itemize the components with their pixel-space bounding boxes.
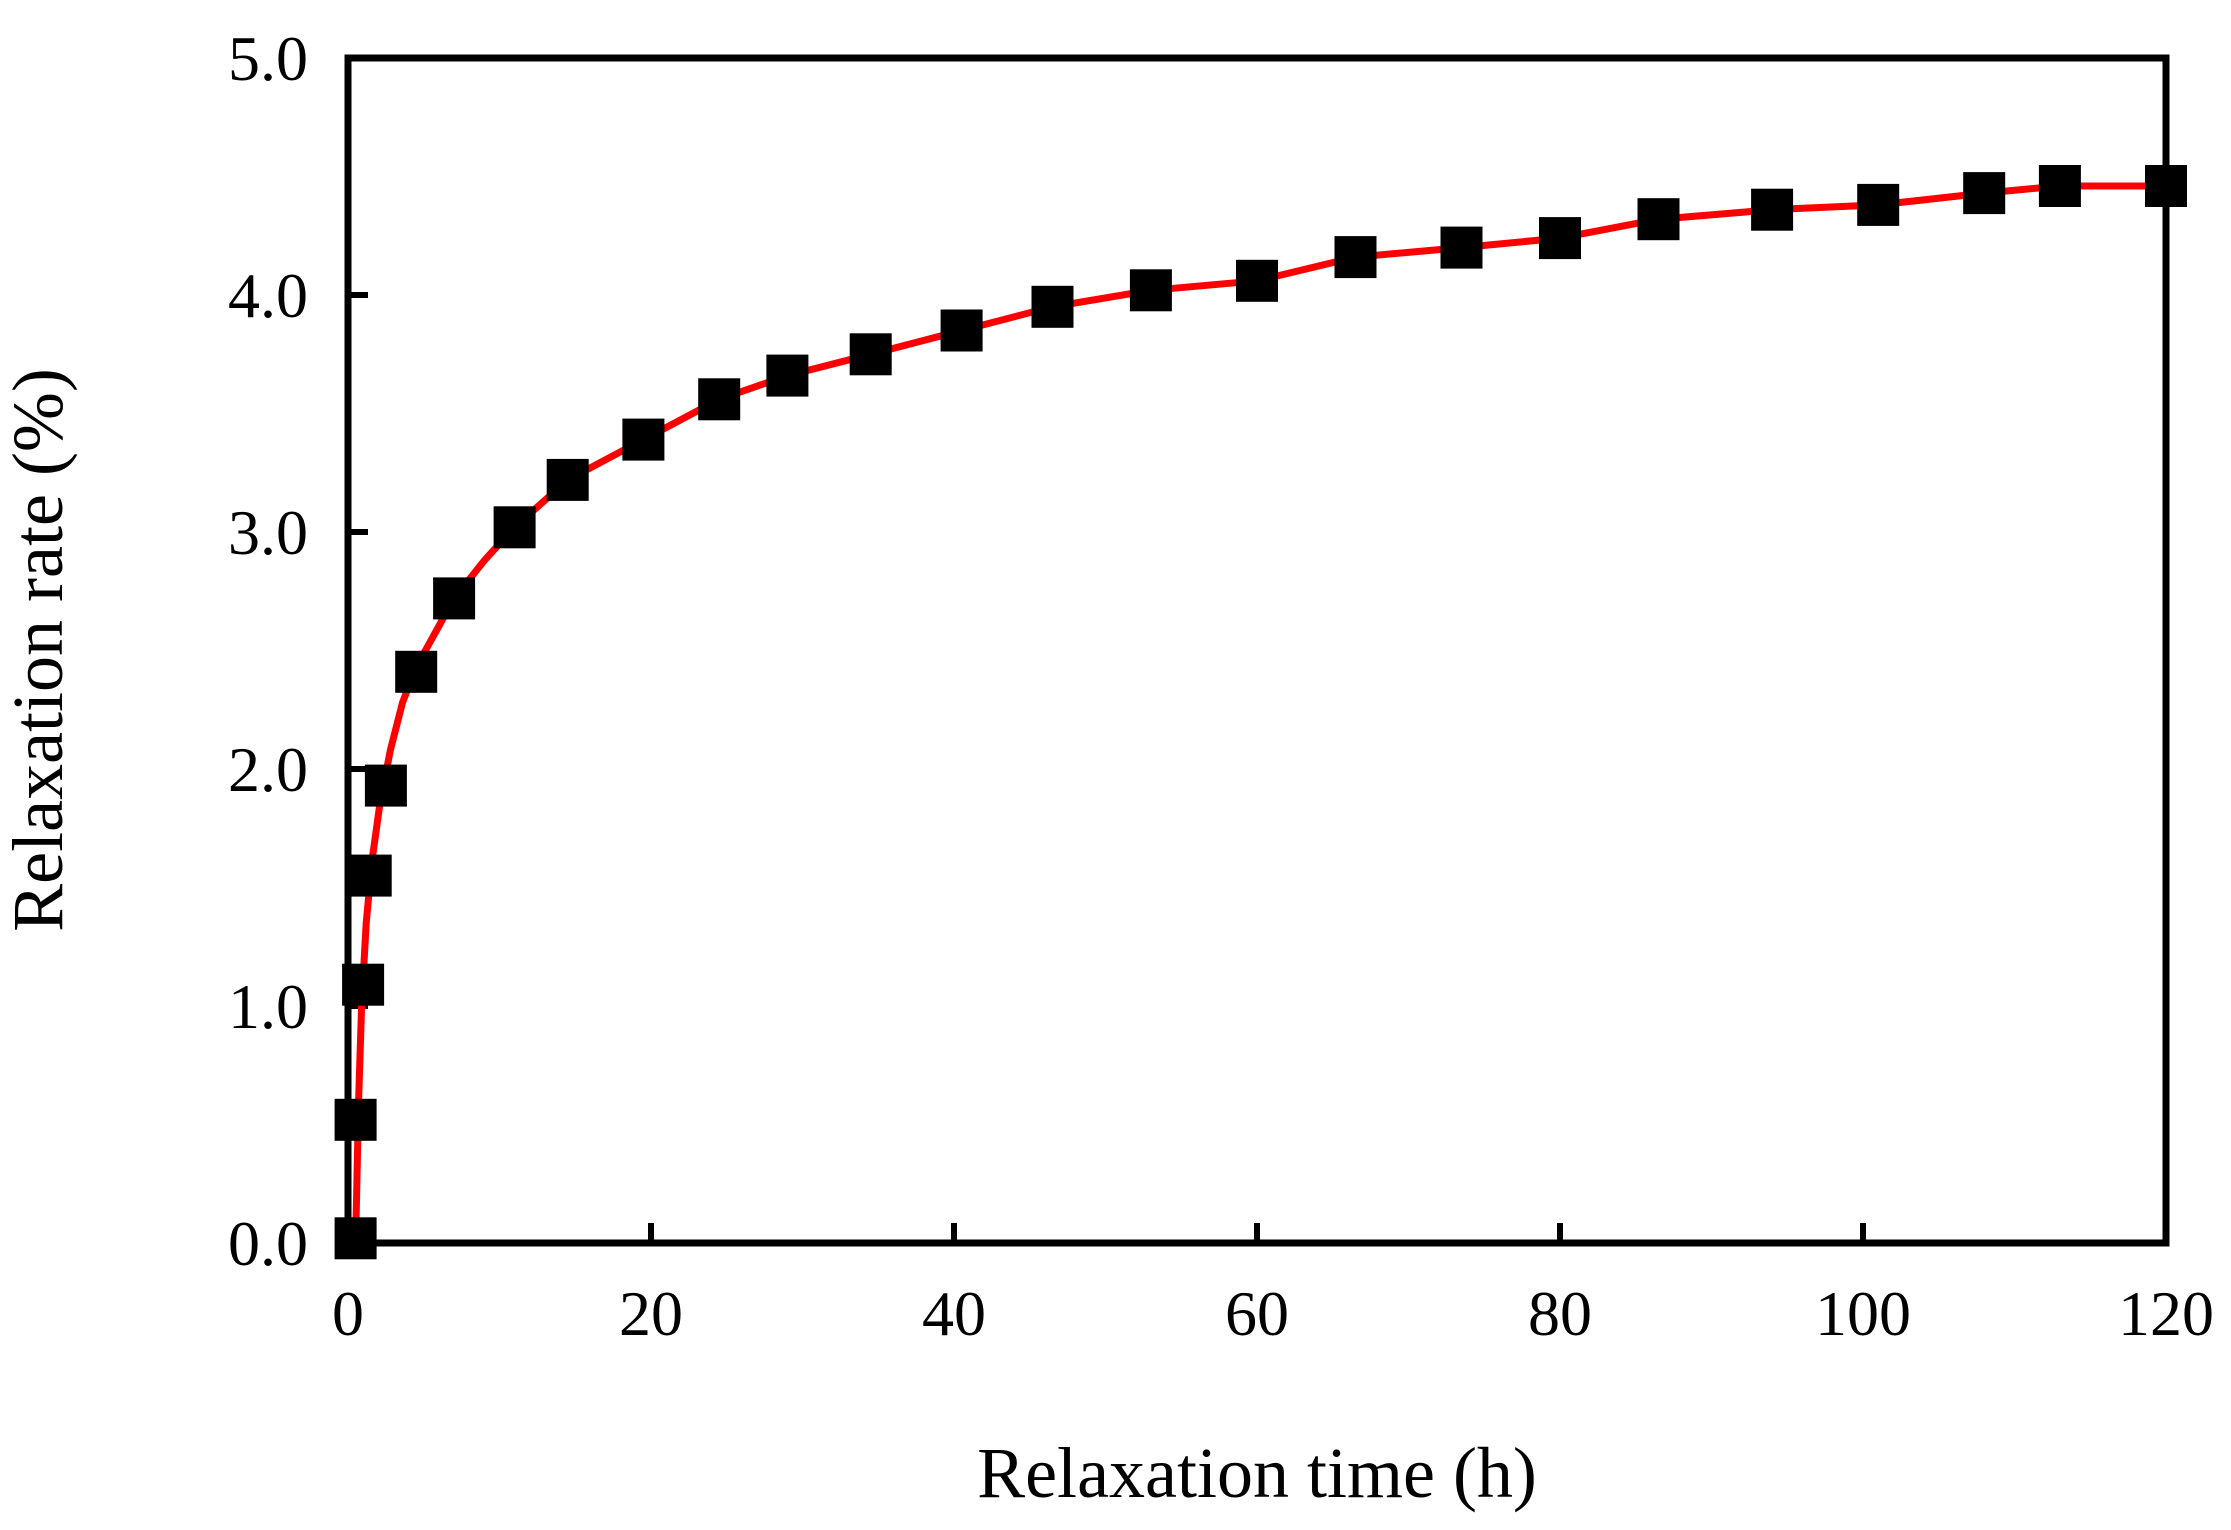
data-point-marker <box>493 506 536 549</box>
data-point-marker <box>433 577 476 620</box>
data-point-marker <box>940 309 983 352</box>
data-point-marker <box>364 764 407 807</box>
data-point-marker <box>849 333 892 376</box>
x-tick-label: 40 <box>922 1278 986 1349</box>
data-point-marker <box>1031 285 1074 328</box>
data-point-marker <box>1334 236 1377 279</box>
y-tick-label: 1.0 <box>228 971 308 1042</box>
x-tick-label: 100 <box>1815 1278 1911 1349</box>
y-axis-title: Relaxation rate (%) <box>0 368 78 932</box>
plot-frame <box>344 54 2170 1247</box>
x-tick-label: 0 <box>332 1278 364 1349</box>
series-layer <box>334 165 2187 1260</box>
data-point-marker <box>2038 165 2081 207</box>
data-point-marker <box>622 418 665 461</box>
x-tick-label: 120 <box>2118 1278 2214 1349</box>
data-point-marker <box>342 963 385 1006</box>
data-point-marker <box>1236 259 1278 302</box>
data-point-marker <box>1963 172 2006 215</box>
y-tick-label: 2.0 <box>228 734 308 805</box>
x-tick-label: 60 <box>1225 1278 1289 1349</box>
data-point-marker <box>1129 269 1172 312</box>
data-point-marker <box>766 354 809 397</box>
data-point-marker <box>349 854 392 897</box>
data-point-marker <box>334 1217 377 1260</box>
x-tick-label: 80 <box>1528 1278 1592 1349</box>
data-point-marker <box>334 1098 377 1141</box>
data-point-marker <box>1751 188 1794 231</box>
data-point-marker <box>698 378 741 421</box>
data-point-marker <box>546 458 589 501</box>
x-axis-title: Relaxation time (h) <box>977 1433 1537 1513</box>
y-tick-label: 0.0 <box>228 1208 308 1279</box>
data-point-marker <box>1857 183 1900 226</box>
x-tick-label: 20 <box>619 1278 683 1349</box>
y-tick-label: 4.0 <box>228 260 308 331</box>
data-point-marker <box>395 650 438 693</box>
fitted-curve-line <box>352 182 2170 1247</box>
tick-labels: 0 20 40 60 80 100 120 0.0 1.0 2.0 3.0 4.0 5.0 <box>228 23 2214 1349</box>
data-point-marker <box>2145 165 2187 207</box>
ticks <box>345 55 2169 1246</box>
data-point-marker <box>1637 198 1680 241</box>
y-tick-label: 3.0 <box>228 497 308 568</box>
data-point-marker <box>1440 226 1483 269</box>
y-tick-label: 5.0 <box>228 23 308 94</box>
data-point-marker <box>1539 217 1581 260</box>
